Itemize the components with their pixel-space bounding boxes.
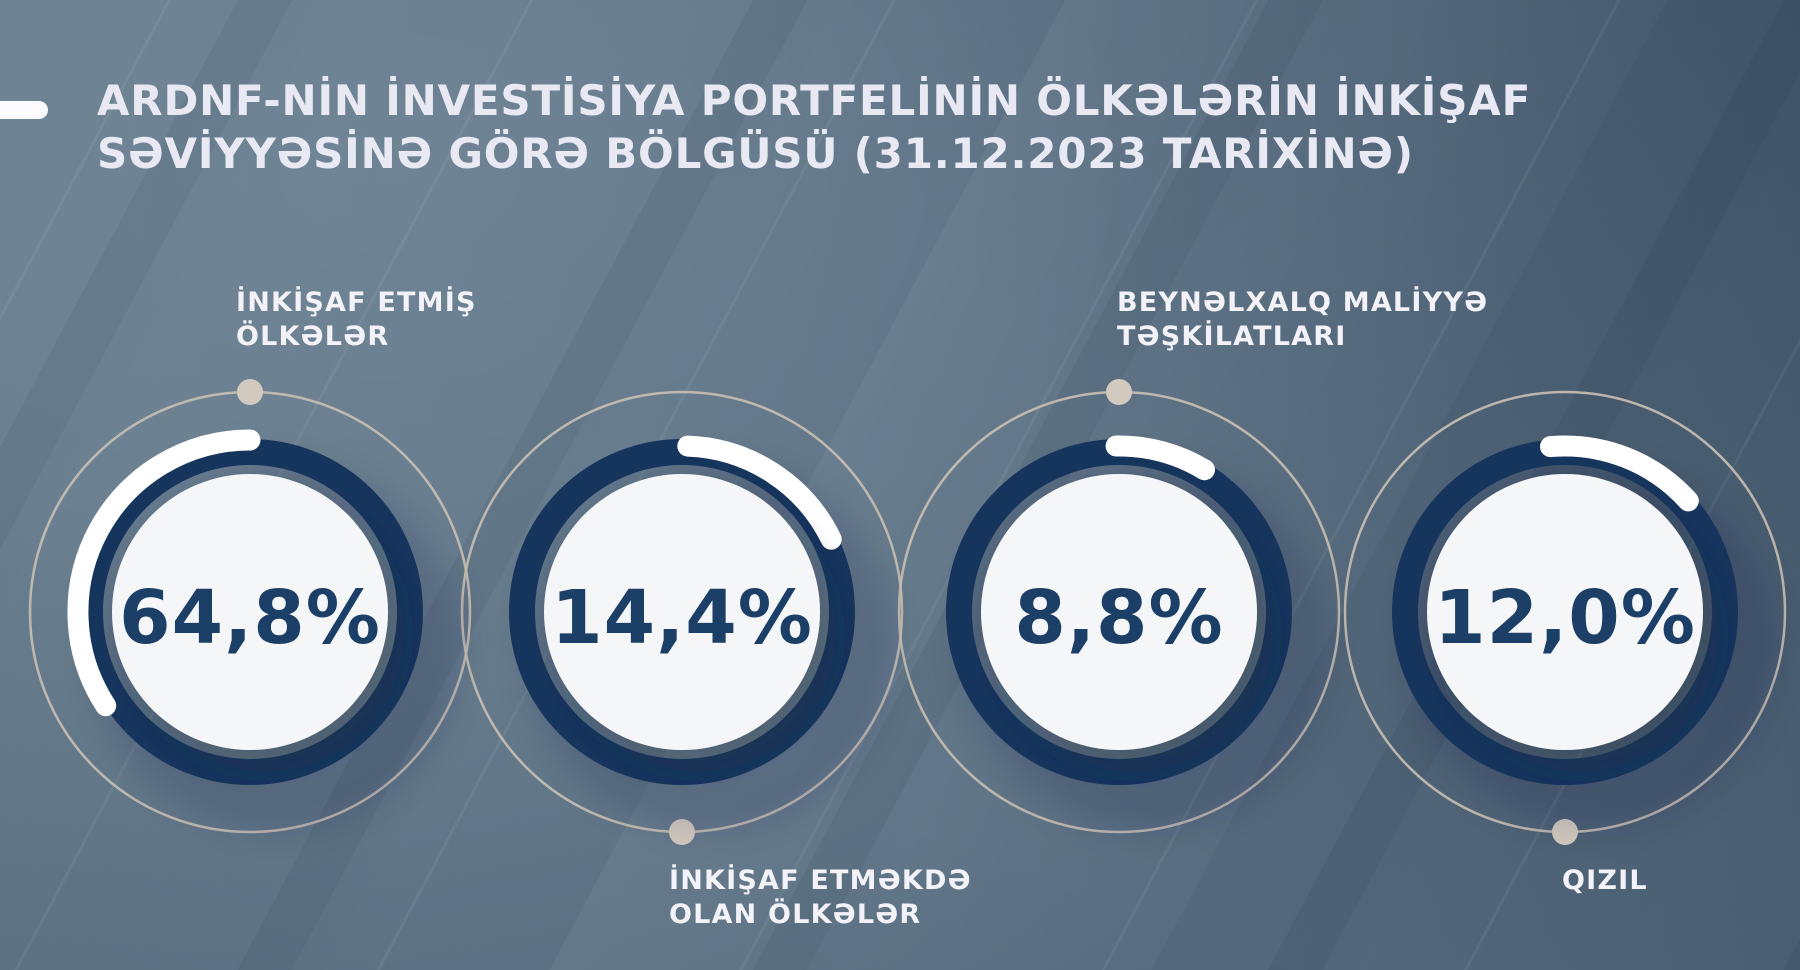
gauge-progress-arc (67, 429, 261, 717)
gauge-progress-arc (1540, 435, 1699, 512)
gauge-value-gold: 12,0% (1434, 575, 1696, 661)
gauge-label-line: TƏŞKİLATLARI (1117, 321, 1347, 352)
gauge-progress-arc (1105, 435, 1215, 481)
orbit-dot-developing (669, 819, 695, 845)
gauge-value-developed-countries: 64,8% (119, 575, 381, 661)
page-title-line2: SƏVİYYƏSİNƏ GÖRƏ BÖLGÜSÜ (31.12.2023 TAR… (97, 129, 1414, 178)
gauge-label-developing-countries: İNKİŞAF ETMƏKDƏ OLAN ÖLKƏLƏR (669, 864, 972, 932)
gauge-label-gold: QIZIL (1562, 864, 1648, 898)
title-accent-dash (0, 101, 48, 119)
gauge-label-line: İNKİŞAF ETMİŞ (236, 287, 477, 318)
orbit-dot-developed (237, 379, 263, 405)
gauge-ring (77, 439, 423, 785)
page-title-line1: ARDNF-NİN İNVESTİSİYA PORTFELİNİN ÖLKƏLƏ… (97, 76, 1532, 125)
gauge-inner-circle (112, 474, 388, 750)
gauge-label-line: İNKİŞAF ETMƏKDƏ (669, 865, 972, 896)
gauge-label-line: BEYNƏLXALQ MALİYYƏ (1117, 287, 1489, 318)
gauge-label-line: OLAN ÖLKƏLƏR (669, 899, 922, 930)
gauge-inner-circle (981, 474, 1257, 750)
gauge-inner-circle (544, 474, 820, 750)
gauge-label-developed-countries: İNKİŞAF ETMİŞ ÖLKƏLƏR (236, 286, 477, 354)
gauge-developing-countries (509, 435, 855, 785)
orbit-dot-gold (1552, 819, 1578, 845)
gauge-gold (1392, 435, 1738, 785)
gauge-label-international-financial-organizations: BEYNƏLXALQ MALİYYƏ TƏŞKİLATLARI (1117, 286, 1488, 354)
gauge-international-financial-organizations (946, 435, 1292, 785)
gauge-progress-arc (677, 435, 842, 550)
orbit-dot-ifo (1106, 379, 1132, 405)
orbit-circles (28, 379, 1787, 845)
gauge-label-line: ÖLKƏLƏR (236, 321, 390, 352)
gauge-label-line: QIZIL (1562, 865, 1648, 896)
page-title: ARDNF-NİN İNVESTİSİYA PORTFELİNİN ÖLKƏLƏ… (97, 74, 1531, 180)
gauge-value-international-financial-organizations: 8,8% (1014, 575, 1224, 661)
gauge-value-developing-countries: 14,4% (551, 575, 813, 661)
gauge-developed-countries (67, 429, 423, 785)
gauge-inner-circle (1427, 474, 1703, 750)
